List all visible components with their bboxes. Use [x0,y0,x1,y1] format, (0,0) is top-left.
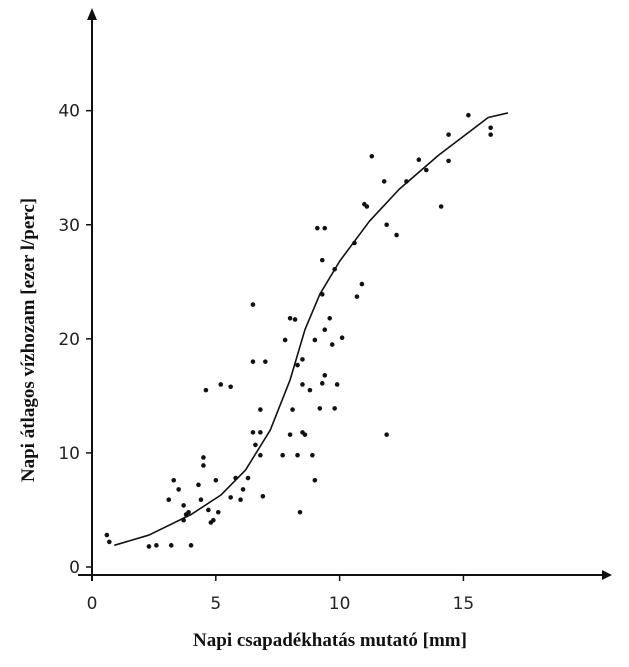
data-point [260,493,266,499]
x-axis-arrow [602,570,612,580]
y-axis-title: Napi átlagos vízhozam [ezer l/perc] [18,198,39,482]
data-point [295,452,300,458]
data-point [282,337,288,343]
data-point [329,342,335,347]
data-point [290,407,295,412]
data-point [322,373,328,378]
x-tick-label: 15 [453,594,475,614]
y-tick-label: 30 [58,216,80,236]
data-point [446,132,451,137]
data-point [238,497,243,502]
data-point [300,382,305,387]
data-point [213,477,219,483]
y-tick-label: 40 [58,102,80,122]
data-point [166,497,172,502]
y-axis-arrow [87,8,97,20]
data-point [300,357,305,362]
y-tick-label: 20 [58,330,80,350]
data-point [107,539,112,545]
data-point [168,543,174,548]
data-point [369,154,375,159]
data-point [176,487,181,492]
data-point [218,382,224,387]
y-tick-label: 10 [58,444,80,464]
data-point [258,430,263,435]
data-point [319,257,325,263]
data-point [310,452,315,458]
data-point [297,509,303,515]
data-point [423,167,429,173]
data-point [253,442,258,448]
data-point [319,381,325,386]
data-point [384,432,389,437]
data-point [334,382,340,387]
data-point [381,179,387,184]
data-point [188,543,194,548]
data-point [206,507,211,513]
data-point [466,112,471,118]
data-point [198,497,204,502]
data-point [154,543,159,548]
data-point [250,302,256,307]
y-tick-label: 0 [69,558,80,578]
data-point [258,407,263,412]
data-point [312,337,318,343]
data-point [322,327,328,333]
data-point [201,463,206,468]
data-point [104,532,110,538]
data-point [287,432,293,437]
data-point [322,225,328,231]
data-point [287,316,293,321]
data-point [171,477,177,483]
data-point [228,495,233,500]
data-point [203,387,209,393]
data-point [196,482,201,488]
x-axis-title: Napi csapadékhatás mutató [mm] [193,630,467,651]
data-point [317,406,323,411]
data-point [280,452,285,458]
data-point [384,222,389,228]
data-point [354,294,360,299]
data-point [446,158,451,164]
data-point [307,387,313,393]
data-point [327,316,333,321]
x-tick-label: 0 [87,594,98,614]
data-point [146,544,152,549]
data-point [488,132,493,137]
data-point [488,125,493,131]
data-point [245,475,251,481]
data-point [416,157,422,163]
data-point [394,232,399,238]
x-tick-label: 5 [210,594,221,614]
data-point [250,359,256,364]
data-point [181,503,186,508]
data-point [292,317,298,322]
data-point [240,487,246,492]
data-point [228,384,233,390]
data-point [364,204,370,209]
data-point [258,452,263,458]
data-point [211,517,216,523]
data-point [186,509,191,515]
data-point [339,335,345,340]
data-point [201,455,206,460]
data-point [295,362,300,368]
data-point [215,509,221,515]
data-point [263,359,268,364]
fit-curve [114,112,509,547]
data-point [302,432,308,437]
data-point [359,281,365,287]
data-point [332,406,337,411]
data-point [312,477,318,483]
data-point [315,225,320,231]
data-point [438,204,444,209]
data-point [250,430,256,435]
x-tick-label: 10 [329,594,351,614]
